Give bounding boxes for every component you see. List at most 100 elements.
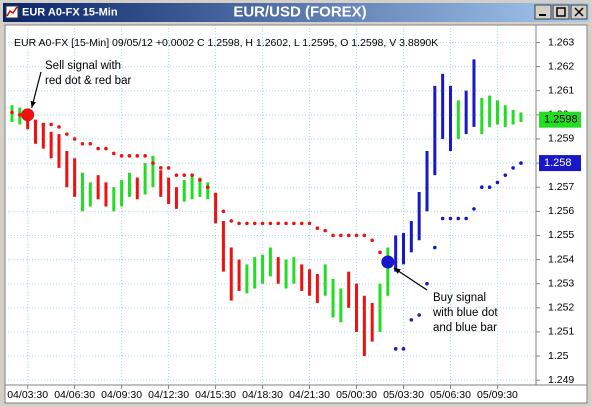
last-price-box bbox=[539, 111, 581, 128]
annotation-text: with blue dot bbox=[432, 307, 498, 319]
stop-dot bbox=[213, 192, 218, 197]
stop-dot bbox=[158, 166, 163, 170]
stop-dot bbox=[378, 250, 382, 255]
price-bar bbox=[229, 247, 233, 301]
stop-dot bbox=[511, 166, 515, 170]
x-tick-label: 04/15:30 bbox=[195, 389, 236, 401]
price-bar bbox=[253, 257, 257, 289]
info-line: EUR A0-FX [15-Min] 09/05/12 +0.0002 C 1.… bbox=[14, 37, 438, 49]
price-bar bbox=[237, 259, 241, 291]
price-bar bbox=[190, 175, 194, 200]
stop-dot bbox=[190, 173, 194, 177]
x-tick-label: 05/09:30 bbox=[477, 389, 518, 401]
stop-dot bbox=[229, 219, 234, 223]
annotation-arrow bbox=[393, 267, 428, 291]
price-bar bbox=[441, 73, 445, 139]
stop-dot bbox=[331, 233, 335, 238]
price-bar bbox=[503, 105, 507, 127]
stop-dot bbox=[245, 221, 249, 226]
close-glyph bbox=[574, 7, 584, 17]
stop-dot bbox=[205, 185, 210, 190]
x-tick-label: 04/06:30 bbox=[54, 389, 95, 401]
stop-dot bbox=[88, 141, 93, 146]
stop-dot bbox=[221, 209, 226, 214]
price-bar bbox=[300, 264, 304, 291]
stop-dot bbox=[49, 122, 53, 127]
stop-dot bbox=[480, 185, 484, 190]
stop-dot bbox=[151, 161, 155, 165]
stop-dot bbox=[174, 173, 179, 177]
price-bar bbox=[495, 100, 499, 125]
stop-dot bbox=[111, 151, 116, 156]
x-tick-label: 04/03:30 bbox=[7, 389, 48, 401]
price-bar bbox=[135, 177, 139, 200]
price-bar bbox=[221, 220, 225, 272]
price-bar bbox=[88, 182, 92, 207]
stop-dot bbox=[503, 173, 508, 177]
price-bar bbox=[347, 271, 351, 308]
stop-dot bbox=[65, 132, 69, 136]
x-tick-label: 05/03:30 bbox=[383, 389, 424, 401]
signal-marker bbox=[381, 255, 395, 269]
y-tick-label: 1.256 bbox=[548, 205, 574, 217]
price-bar bbox=[370, 302, 374, 342]
stop-dot bbox=[18, 113, 22, 117]
price-bar bbox=[511, 110, 515, 125]
window-buttons bbox=[534, 4, 588, 20]
y-tick-label: 1.261 bbox=[548, 84, 574, 96]
stop-dot bbox=[409, 318, 414, 322]
stop-dot bbox=[182, 173, 187, 177]
stop-dot bbox=[33, 120, 38, 124]
stop-dot bbox=[472, 207, 476, 211]
stop-dot bbox=[440, 216, 445, 221]
price-bar bbox=[73, 158, 77, 197]
stop-dot bbox=[323, 228, 328, 233]
price-bar bbox=[472, 59, 476, 127]
stop-dot bbox=[456, 216, 461, 221]
stop-dot bbox=[268, 221, 273, 226]
window-title: EUR A0-FX 15-Min bbox=[22, 6, 118, 18]
price-bar bbox=[417, 192, 421, 241]
x-tick-label: 04/12:30 bbox=[148, 389, 189, 401]
price-bar bbox=[41, 124, 45, 149]
stop-dot bbox=[299, 221, 304, 226]
price-bar bbox=[198, 177, 202, 197]
price-bar bbox=[315, 274, 319, 303]
price-bar bbox=[433, 85, 437, 176]
maximize-button[interactable] bbox=[552, 4, 570, 20]
title-bar bbox=[3, 3, 589, 22]
annotation-text: and blue bar bbox=[433, 322, 497, 334]
price-bar bbox=[159, 170, 163, 197]
stop-dot bbox=[425, 281, 429, 286]
stop-dot bbox=[143, 154, 147, 158]
stop-dot bbox=[354, 233, 359, 238]
stop-dot bbox=[433, 245, 437, 250]
price-bar bbox=[33, 119, 37, 144]
minimize-button[interactable] bbox=[534, 4, 552, 20]
stop-dot bbox=[307, 221, 312, 226]
stop-dot bbox=[80, 141, 85, 146]
price-bar bbox=[49, 131, 53, 159]
stop-dot bbox=[237, 221, 241, 226]
price-bar bbox=[276, 257, 280, 284]
price-bar bbox=[120, 179, 124, 207]
stop-dot bbox=[346, 233, 351, 238]
stop-dot bbox=[260, 221, 265, 226]
price-bar bbox=[323, 264, 327, 296]
last-price-box bbox=[539, 155, 581, 172]
chart-title: EUR/USD (FOREX) bbox=[233, 3, 366, 20]
price-bar bbox=[174, 187, 178, 209]
price-bar bbox=[268, 247, 272, 277]
price-bar bbox=[284, 259, 288, 289]
annotation-text: Buy signal bbox=[433, 292, 486, 304]
x-tick-label: 05/06:30 bbox=[430, 389, 471, 401]
stop-dot bbox=[252, 221, 257, 226]
stop-dot bbox=[339, 233, 343, 238]
price-bar bbox=[386, 247, 390, 296]
annotation-arrowhead bbox=[393, 267, 401, 274]
price-bar bbox=[448, 85, 452, 152]
stop-dot bbox=[401, 347, 406, 351]
stop-dot bbox=[487, 185, 492, 190]
price-bar bbox=[57, 134, 61, 168]
